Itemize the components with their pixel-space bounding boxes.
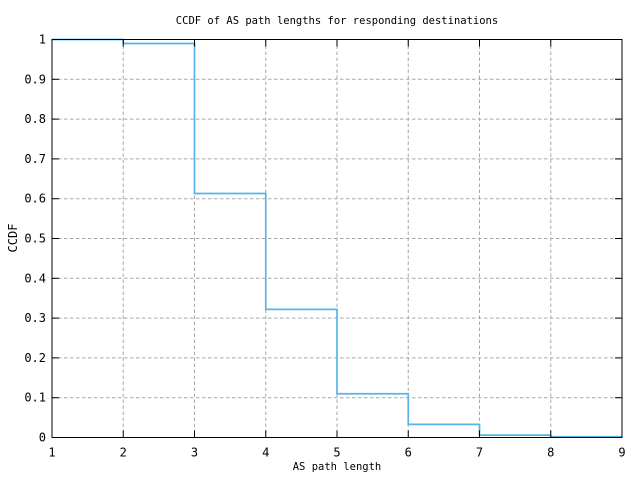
- y-tick-label: 0.8: [24, 112, 46, 126]
- x-tick-label: 1: [48, 446, 55, 460]
- x-axis-label: AS path length: [292, 461, 382, 473]
- y-tick-label: 0.5: [24, 232, 46, 246]
- y-tick-label: 0.7: [24, 152, 46, 166]
- y-tick-label: 0: [39, 431, 46, 445]
- y-tick-label: 0.2: [24, 351, 46, 365]
- y-tick-label: 0.1: [24, 391, 46, 405]
- y-tick-label: 0.4: [24, 271, 46, 285]
- y-tick-label: 0.3: [24, 311, 46, 325]
- y-tick-label: 0.9: [24, 72, 46, 86]
- x-tick-label: 9: [618, 446, 625, 460]
- y-axis-label: CCDF: [6, 223, 20, 253]
- y-tick-label: 0.6: [24, 192, 46, 206]
- y-tick-label: 1: [39, 33, 46, 47]
- x-tick-label: 8: [547, 446, 554, 460]
- x-tick-label: 5: [333, 446, 340, 460]
- x-tick-label: 3: [191, 446, 198, 460]
- x-tick-label: 4: [262, 446, 269, 460]
- x-tick-label: 7: [476, 446, 483, 460]
- ccdf-step-line: [52, 38, 622, 438]
- chart-title: CCDF of AS path lengths for responding d…: [175, 15, 499, 27]
- x-tick-label: 6: [405, 446, 412, 460]
- x-tick-label: 2: [120, 446, 127, 460]
